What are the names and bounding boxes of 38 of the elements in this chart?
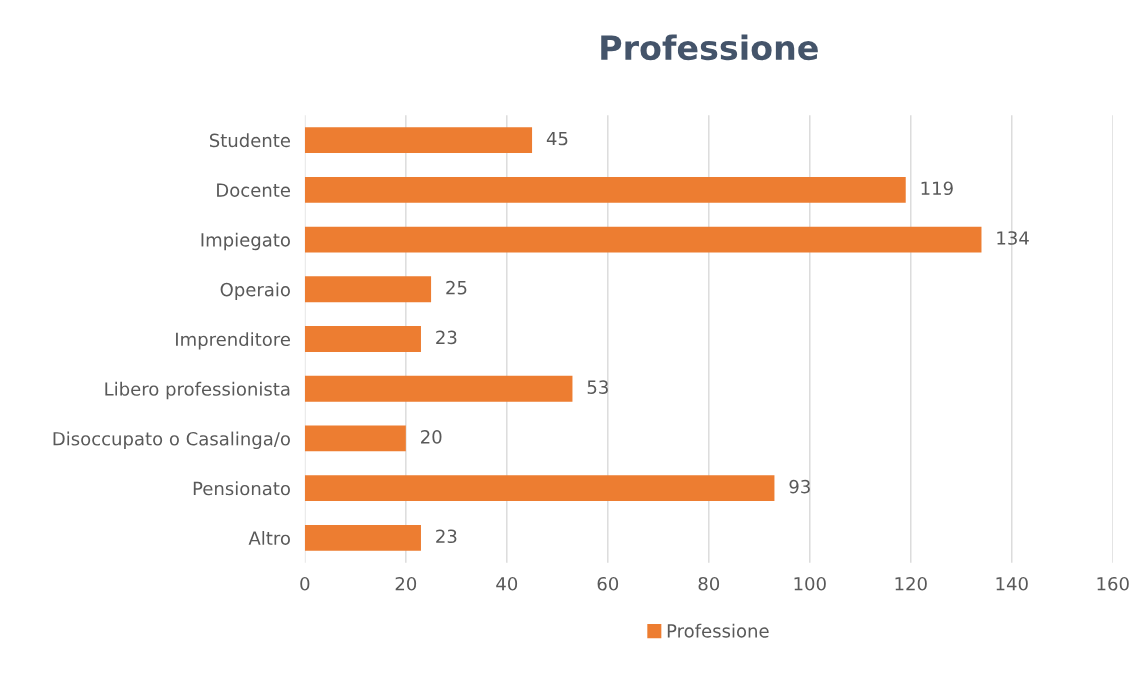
y-tick-label: Disoccupato o Casalinga/o xyxy=(53,431,290,450)
data-label: 93 xyxy=(789,479,810,494)
data-label: 20 xyxy=(421,430,442,444)
bar xyxy=(304,375,573,402)
x-tick-label: 40 xyxy=(496,576,518,591)
x-tick-label: 100 xyxy=(794,576,826,591)
bar xyxy=(304,127,533,154)
x-tick-label: 120 xyxy=(895,576,927,591)
x-tick-label: 20 xyxy=(395,576,417,591)
bar xyxy=(304,326,421,352)
y-tick-label: Impiegato xyxy=(201,232,290,251)
data-label: 53 xyxy=(587,380,608,394)
data-label: 25 xyxy=(446,280,467,295)
data-label: 23 xyxy=(436,529,457,544)
bar xyxy=(304,524,421,551)
bar xyxy=(304,475,775,502)
x-tick-label: 140 xyxy=(996,576,1028,591)
y-tick-label: Altro xyxy=(248,531,290,545)
x-tick-label: 160 xyxy=(1097,576,1129,591)
y-tick-label: Pensionato xyxy=(193,481,290,496)
data-label: 45 xyxy=(546,131,568,146)
y-tick-label: Studente xyxy=(209,133,290,148)
bar xyxy=(304,176,906,203)
y-tick-label: Operaio xyxy=(220,282,290,300)
legend-label: Professione xyxy=(667,623,769,638)
data-label: 119 xyxy=(921,181,953,196)
x-tick-label: 0 xyxy=(300,576,310,591)
x-tick-label: 60 xyxy=(597,576,619,591)
data-label: 23 xyxy=(436,330,457,345)
chart-title: Professione xyxy=(601,34,818,61)
y-tick-label: Docente xyxy=(217,183,290,197)
bar xyxy=(304,425,406,452)
bar xyxy=(304,226,982,253)
y-tick-label: Imprenditore xyxy=(176,332,290,350)
x-tick-label: 80 xyxy=(698,576,720,591)
bar xyxy=(304,276,432,303)
data-label: 134 xyxy=(997,231,1029,245)
y-tick-label: Libero professionista xyxy=(105,381,290,400)
